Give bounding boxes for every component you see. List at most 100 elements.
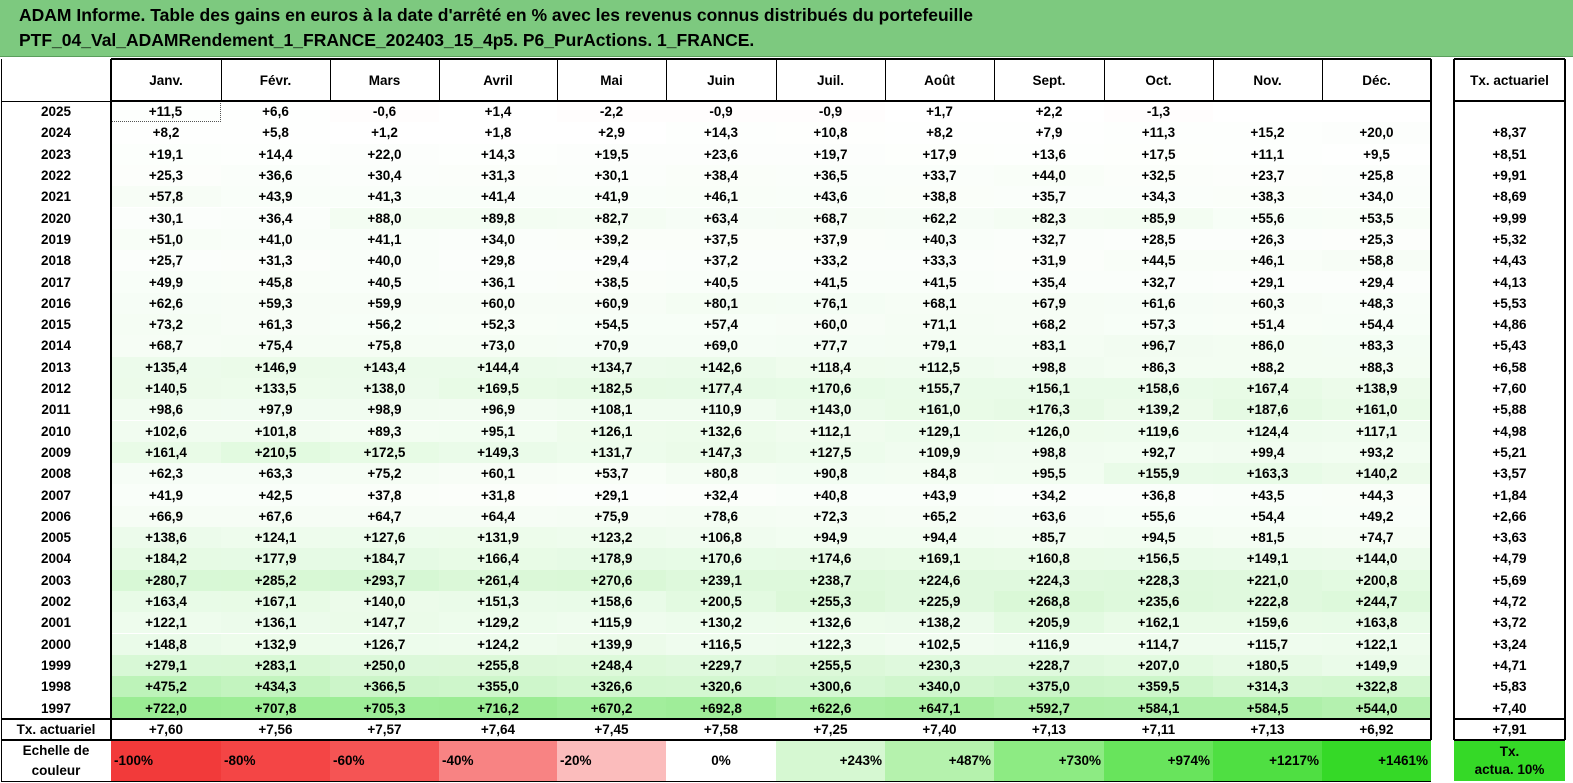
table-cell: +55,6 <box>1213 207 1322 229</box>
table-cell: +60,0 <box>776 314 885 336</box>
year-label: 1997 <box>40 700 72 716</box>
table-cell: +149,3 <box>439 441 557 464</box>
grid-line <box>330 59 331 101</box>
table-cell: +1,8 <box>439 122 557 144</box>
table-cell: +32,7 <box>994 228 1104 251</box>
table-cell: +40,0 <box>330 250 439 272</box>
table-cell: +255,3 <box>776 590 885 613</box>
table-cell: +60,9 <box>557 292 666 314</box>
table-cell: +130,2 <box>666 612 776 634</box>
summary-rate-cell: +7,91 <box>1492 721 1527 737</box>
table-cell: +135,4 <box>111 356 221 378</box>
table-cell: +51,4 <box>1213 314 1322 336</box>
table-cell: +96,7 <box>1104 335 1213 357</box>
table-cell: +59,3 <box>221 292 330 314</box>
table-cell: +146,9 <box>221 356 330 378</box>
table-cell: +182,5 <box>557 377 666 400</box>
table-cell: +79,1 <box>885 335 994 357</box>
table-cell: +63,6 <box>994 505 1104 527</box>
year-label: 2013 <box>40 359 72 375</box>
grid-line <box>110 59 112 740</box>
table-cell: +167,4 <box>1213 377 1322 400</box>
table-cell: +174,6 <box>776 548 885 570</box>
table-cell: +224,3 <box>994 569 1104 591</box>
table-cell: +88,2 <box>1213 356 1322 378</box>
grid-line <box>885 59 886 101</box>
table-cell: +25,3 <box>1322 228 1431 251</box>
table-cell: +61,3 <box>221 314 330 336</box>
table-cell: +48,3 <box>1322 292 1431 314</box>
table-cell: +244,7 <box>1322 590 1431 613</box>
table-cell: +126,7 <box>330 633 439 655</box>
table-cell: +200,5 <box>666 590 776 613</box>
summary-cell: +7,60 <box>148 721 184 737</box>
year-label: 2021 <box>40 189 72 205</box>
color-scale-rate: Tx. actua. 10% <box>1454 740 1565 781</box>
grid-line <box>1 781 1431 782</box>
table-cell: +116,9 <box>994 633 1104 655</box>
rate-cell: +5,88 <box>1492 402 1527 418</box>
year-label: 2025 <box>40 104 72 120</box>
rate-cell: +3,24 <box>1492 636 1527 652</box>
table-cell: +32,7 <box>1104 271 1213 293</box>
year-label: 2006 <box>40 508 72 524</box>
table-cell: +40,8 <box>776 484 885 506</box>
grid-line <box>1213 59 1214 101</box>
table-cell: +131,9 <box>439 527 557 549</box>
month-header: Avril <box>483 72 513 88</box>
grid-line <box>666 59 667 101</box>
table-cell: +45,8 <box>221 271 330 293</box>
table-cell: +57,3 <box>1104 314 1213 336</box>
rate-cell: +4,13 <box>1492 274 1527 290</box>
table-cell: +36,8 <box>1104 484 1213 506</box>
table-cell: +250,0 <box>330 654 439 677</box>
rate-cell: +5,83 <box>1492 679 1527 695</box>
table-cell: -0,6 <box>330 101 439 123</box>
table-cell: +53,7 <box>557 463 666 485</box>
table-cell: +33,2 <box>776 250 885 272</box>
table-cell: +11,5 <box>111 101 221 123</box>
table-cell: +13,6 <box>994 143 1104 165</box>
table-cell: +62,2 <box>885 207 994 229</box>
table-cell: +170,6 <box>776 377 885 400</box>
table-cell: +149,1 <box>1213 548 1322 570</box>
grid-line <box>776 59 777 101</box>
table-cell: +68,7 <box>776 207 885 229</box>
year-label: 2018 <box>40 253 72 269</box>
table-cell: +118,4 <box>776 356 885 378</box>
year-label: 2015 <box>40 317 72 333</box>
table-cell: +56,2 <box>330 314 439 336</box>
table-cell: +692,8 <box>666 697 776 719</box>
grid-line <box>994 59 995 101</box>
table-cell: +140,5 <box>111 377 221 400</box>
rate-cell: +8,51 <box>1492 146 1527 162</box>
table-cell: +270,6 <box>557 569 666 591</box>
table-cell: +92,7 <box>1104 441 1213 464</box>
table-cell: +43,9 <box>221 186 330 208</box>
table-cell: +64,7 <box>330 505 439 527</box>
table-cell: +158,6 <box>1104 377 1213 400</box>
table-cell: +255,5 <box>776 654 885 677</box>
table-cell: +85,9 <box>1104 207 1213 229</box>
table-cell: +34,0 <box>1322 186 1431 208</box>
table-cell: +84,8 <box>885 463 994 485</box>
color-scale-label-line1: Echelle de <box>22 742 90 758</box>
table-cell: +94,9 <box>776 527 885 549</box>
color-scale-step: 0% <box>666 740 776 781</box>
table-cell: +90,8 <box>776 463 885 485</box>
table-cell: +222,8 <box>1213 590 1322 613</box>
table-cell: +110,9 <box>666 399 776 421</box>
table-cell: +187,6 <box>1213 399 1322 421</box>
table-cell: +647,1 <box>885 697 994 719</box>
table-cell: +20,0 <box>1322 122 1431 144</box>
table-cell: +31,9 <box>994 250 1104 272</box>
table-cell: +28,5 <box>1104 228 1213 251</box>
color-scale-step: -80% <box>221 740 330 781</box>
table-cell: +707,8 <box>221 697 330 719</box>
summary-label: Tx. actuariel <box>16 721 96 737</box>
month-header: Nov. <box>1253 72 1282 88</box>
table-cell: +44,5 <box>1104 250 1213 272</box>
table-cell: +326,6 <box>557 676 666 698</box>
table-cell: +29,4 <box>557 250 666 272</box>
summary-cell: +7,58 <box>703 721 739 737</box>
